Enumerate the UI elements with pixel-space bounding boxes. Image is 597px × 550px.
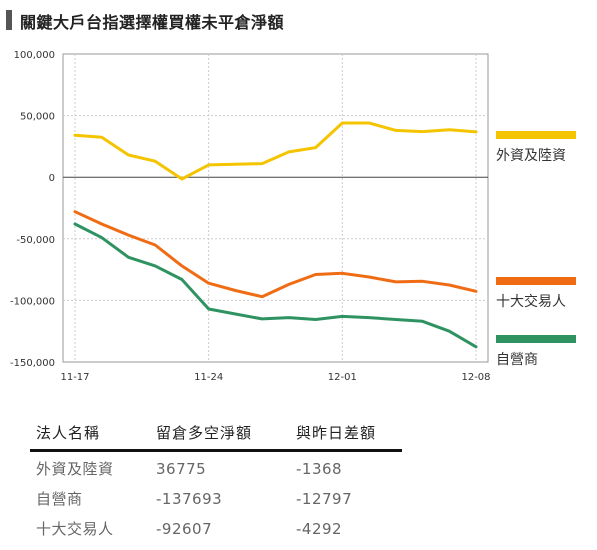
legend-label-top10: 十大交易人	[496, 294, 566, 310]
cell-institution: 外資及陸資	[36, 460, 114, 478]
cell-institution: 自營商	[36, 490, 83, 508]
plot-frame	[62, 53, 489, 363]
y-tick-label: 100,000	[14, 50, 55, 61]
x-tick-label: 12-01	[328, 372, 357, 383]
y-tick-label: -150,000	[10, 358, 55, 369]
cell-daily-change: -4292	[296, 519, 343, 538]
legend-item-dealer: 自營商	[496, 335, 576, 369]
cell-institution: 十大交易人	[36, 520, 114, 538]
legend-swatch-foreign	[496, 131, 576, 139]
legend-label-foreign: 外資及陸資	[496, 148, 566, 164]
legend-swatch-dealer	[496, 335, 576, 343]
y-tick-label: 0	[49, 173, 55, 184]
cell-net-position: -92607	[156, 519, 213, 538]
cell-daily-change: -12797	[296, 489, 353, 508]
series-line-dealer	[73, 222, 478, 349]
table-row: 十大交易人 -92607 -4292	[30, 512, 402, 542]
title-accent-bar	[6, 10, 12, 30]
line-chart: 100,000 50,000 0 -50,000 -100,000 -150,000 11-…	[10, 50, 491, 383]
table-row: 自營商 -137693 -12797	[30, 482, 402, 512]
header-daily-change: 與昨日差額	[290, 416, 402, 452]
x-tick-label: 11-17	[60, 372, 89, 383]
positions-table: 法人名稱 留倉多空淨額 與昨日差額 外資及陸資 36775 -1368 自營商 …	[30, 416, 402, 542]
y-tick-label: -50,000	[16, 235, 55, 246]
y-tick-label: -100,000	[10, 296, 55, 307]
x-tick-label: 12-08	[461, 372, 490, 383]
header-net-position: 留倉多空淨額	[150, 416, 290, 452]
cell-daily-change: -1368	[296, 459, 343, 478]
header-institution: 法人名稱	[30, 416, 150, 452]
legend-label-dealer: 自營商	[496, 352, 538, 368]
cell-net-position: -137693	[156, 489, 223, 508]
y-tick-label: 50,000	[20, 112, 55, 123]
series-line-foreign	[73, 121, 478, 181]
table-row: 外資及陸資 36775 -1368	[30, 451, 402, 483]
x-tick-label: 11-24	[194, 372, 223, 383]
cell-net-position: 36775	[156, 459, 207, 478]
series-line-top10	[73, 210, 478, 299]
table-header-row: 法人名稱 留倉多空淨額 與昨日差額	[30, 416, 402, 452]
chart-title: 關鍵大戶台指選擇權買權未平倉淨額	[20, 13, 285, 32]
legend-item-top10: 十大交易人	[496, 277, 576, 311]
legend-swatch-top10	[496, 277, 576, 285]
legend-item-foreign: 外資及陸資	[496, 131, 576, 165]
